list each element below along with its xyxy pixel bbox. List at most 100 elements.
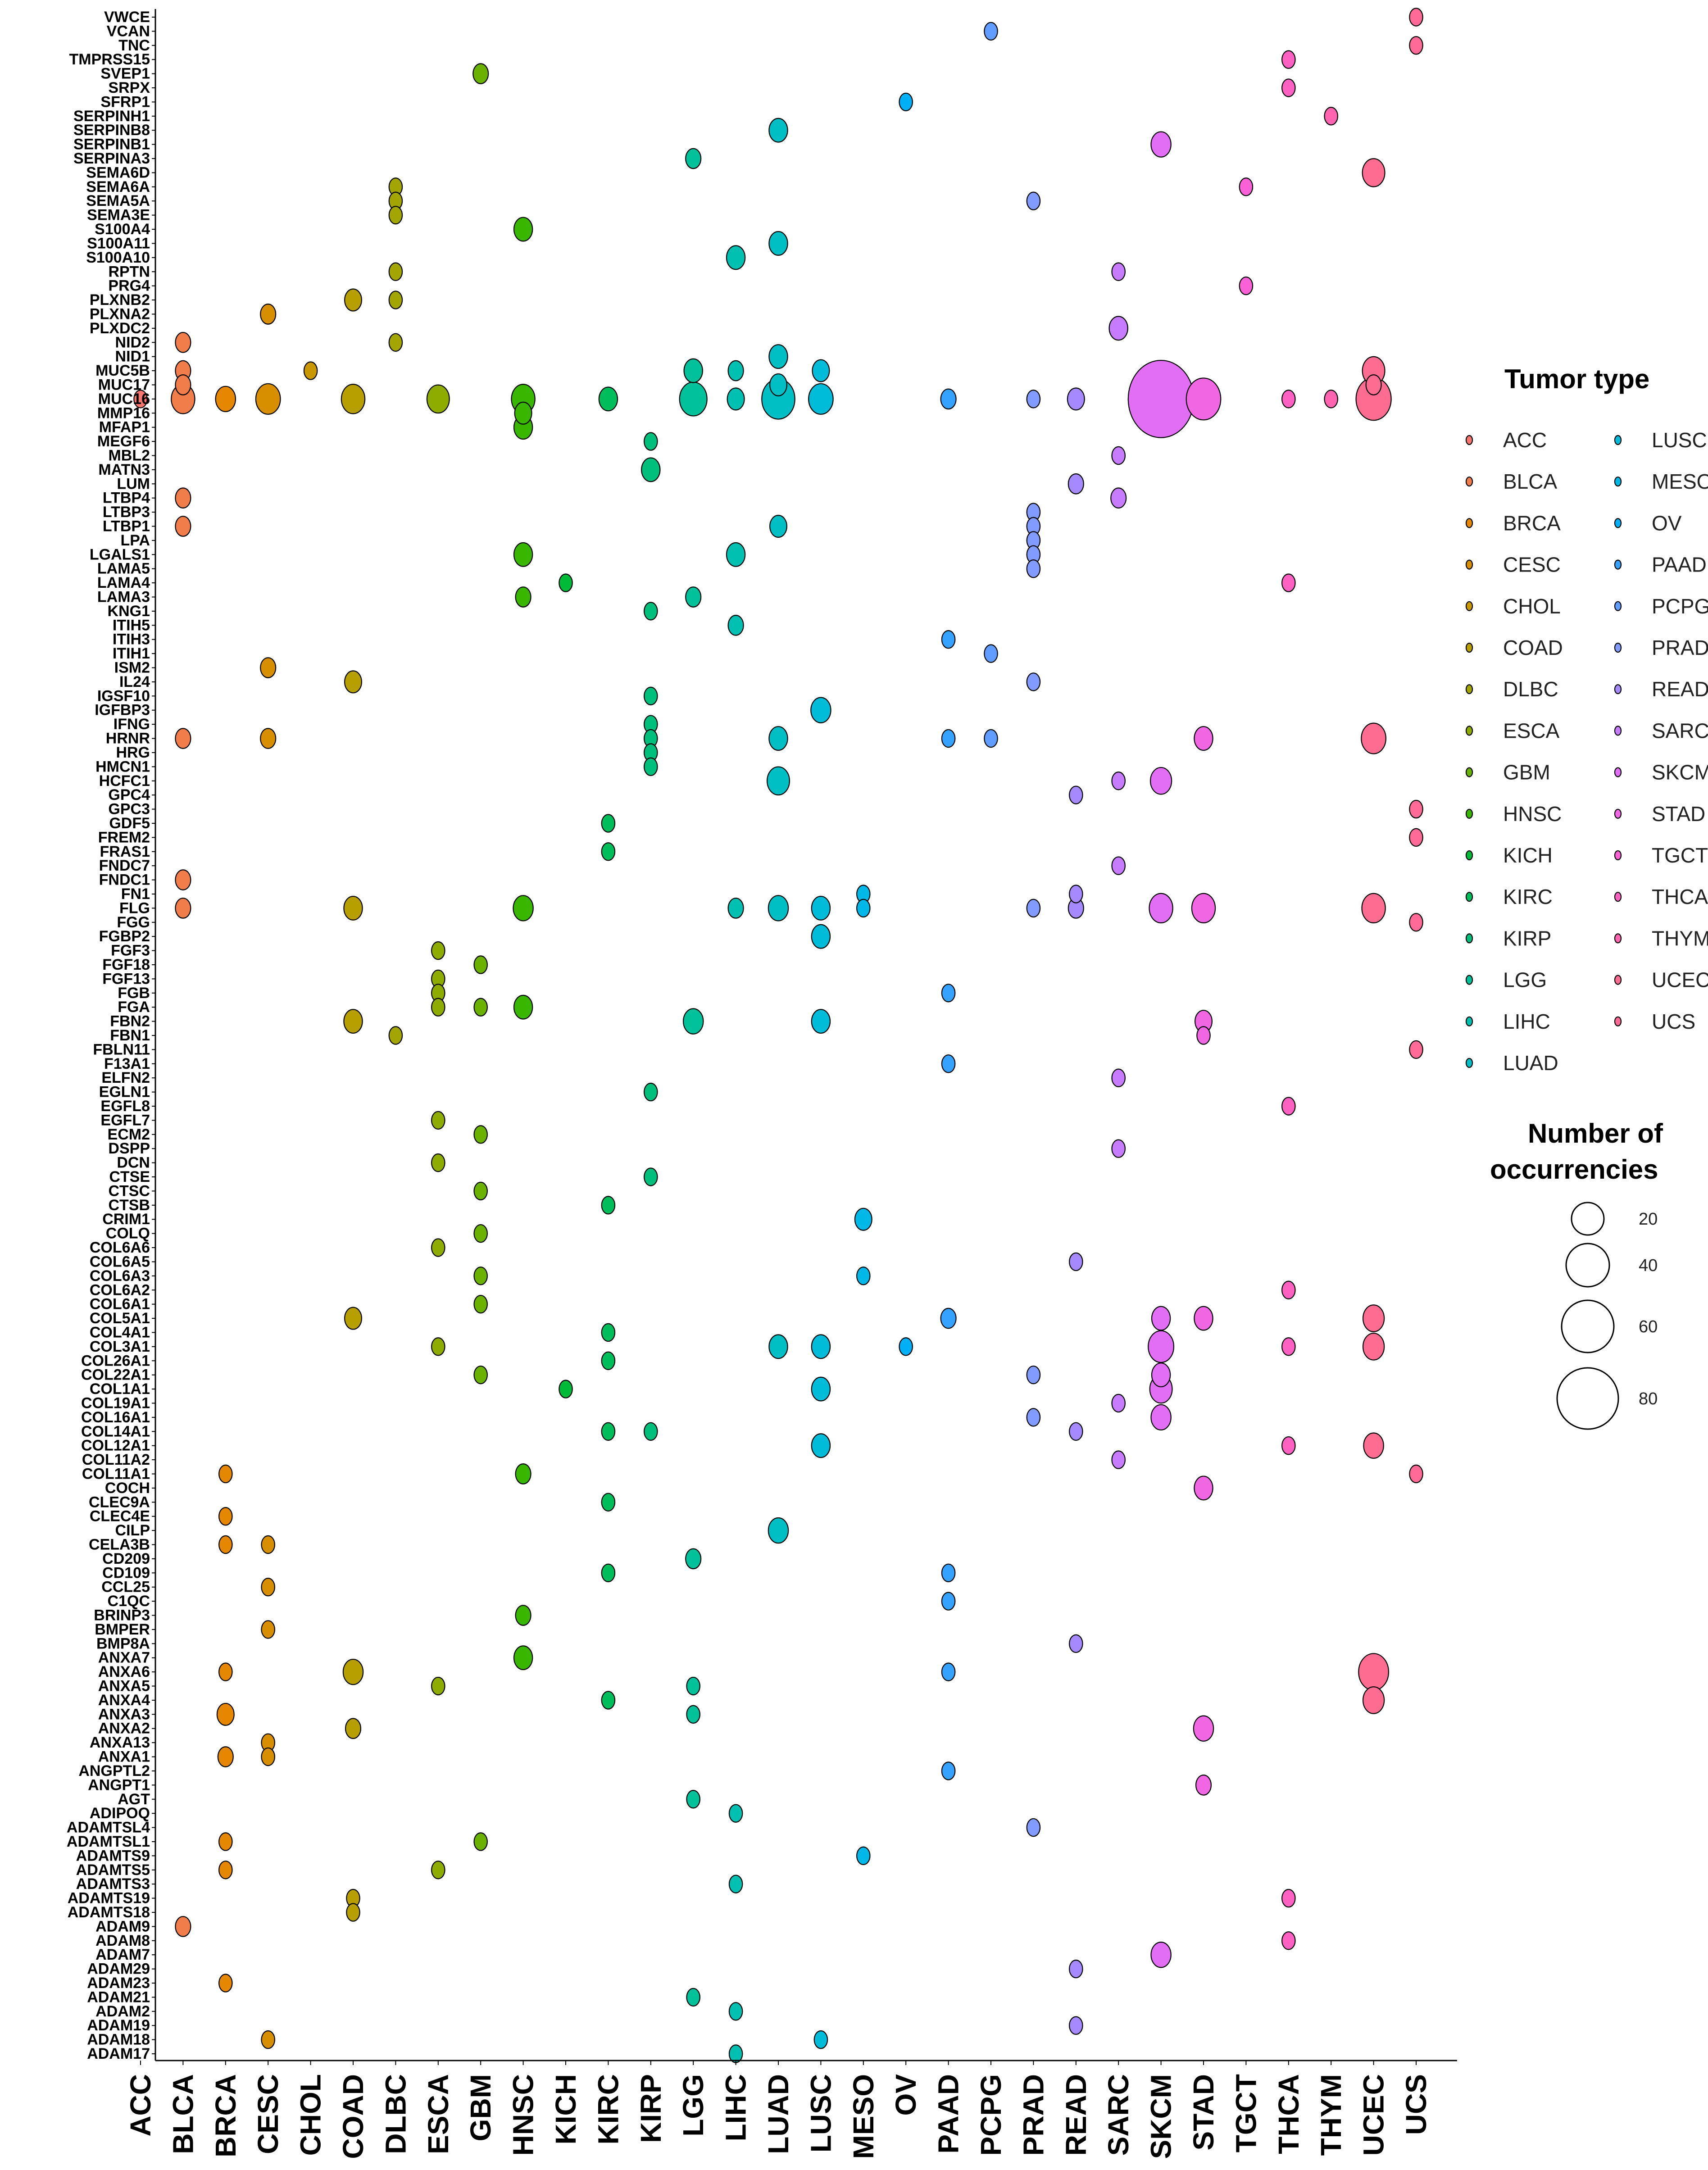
bubble-kirp-kng1 bbox=[644, 602, 658, 621]
bubble-paad-fgb bbox=[941, 984, 956, 1003]
y-tick-label-fgf13: FGF13 bbox=[102, 970, 150, 987]
bubble-acc-muc16 bbox=[133, 390, 148, 409]
y-tick-label-fbn1: FBN1 bbox=[110, 1027, 150, 1044]
color-legend-title: Tumor type bbox=[1504, 364, 1649, 394]
bubble-thca-adamts19 bbox=[1281, 1889, 1296, 1908]
bubble-sarc-plxdc2 bbox=[1108, 316, 1128, 341]
y-tick-label-dspp: DSPP bbox=[108, 1140, 150, 1157]
bubble-lusc-muc5b bbox=[812, 359, 830, 382]
x-tick-label-chol: CHOL bbox=[295, 2074, 327, 2156]
y-tick-label-muc5b: MUC5B bbox=[95, 362, 150, 379]
y-tick-label-il24: IL24 bbox=[119, 673, 150, 690]
y-tick-label-tmprss15: TMPRSS15 bbox=[69, 51, 150, 68]
bubble-thca-col6a2 bbox=[1281, 1280, 1296, 1299]
bubble-kirp-ctse bbox=[644, 1167, 658, 1186]
bubble-skcm-muc16 bbox=[1127, 359, 1195, 438]
bubble-thca-egfl8 bbox=[1281, 1097, 1296, 1116]
y-tick-label-itih3: ITIH3 bbox=[113, 631, 150, 648]
bubble-gbm-fga bbox=[473, 998, 488, 1017]
y-tick-label-rptn: RPTN bbox=[108, 263, 150, 280]
legend-key-kich bbox=[1465, 850, 1473, 861]
y-tick-label-plxna2: PLXNA2 bbox=[90, 305, 150, 322]
x-tick-label-paad: PAAD bbox=[932, 2074, 965, 2154]
y-tick-label-dcn: DCN bbox=[117, 1154, 150, 1171]
bubble-luad-ltbp1 bbox=[769, 514, 787, 538]
y-tick-label-adamts3: ADAMTS3 bbox=[76, 1875, 150, 1893]
x-tick-label-brca: BRCA bbox=[209, 2074, 242, 2157]
bubble-lusc-col1a1 bbox=[811, 1376, 831, 1402]
y-tick-label-srpx: SRPX bbox=[108, 79, 150, 96]
legend-label-thca: THCA bbox=[1652, 885, 1708, 908]
y-tick-label-fbln11: FBLN11 bbox=[93, 1041, 150, 1058]
y-tick-label-flg: FLG bbox=[119, 899, 150, 917]
bubble-kirc-ctsb bbox=[601, 1196, 616, 1215]
legend-label-read: READ bbox=[1652, 677, 1708, 701]
bubble-coad-il24 bbox=[344, 670, 362, 694]
bubble-prad-flg bbox=[1026, 899, 1041, 918]
bubble-gbm-ecm2 bbox=[473, 1125, 488, 1144]
y-tick-label-adamtsl4: ADAMTSL4 bbox=[67, 1819, 150, 1836]
bubble-brca-muc16 bbox=[215, 386, 236, 413]
bubble-thca-muc16 bbox=[1281, 390, 1296, 409]
bubble-hnsc-brinp3 bbox=[515, 1605, 531, 1626]
bubble-coad-flg bbox=[343, 895, 363, 921]
y-tick-label-hrg: HRG bbox=[116, 744, 150, 761]
y-tick-label-lama3: LAMA3 bbox=[97, 589, 150, 606]
bubble-brca-adamtsl1 bbox=[218, 1832, 233, 1851]
legend-key-chol bbox=[1465, 601, 1473, 611]
bubble-dlbc-rptn bbox=[388, 262, 403, 281]
bubble-sarc-ltbp4 bbox=[1110, 487, 1127, 508]
y-tick-label-igsf10: IGSF10 bbox=[97, 687, 150, 704]
y-tick-label-anxa4: ANXA4 bbox=[98, 1692, 150, 1709]
y-tick-label-adam18: ADAM18 bbox=[87, 2031, 150, 2048]
y-tick-label-cela3b: CELA3B bbox=[89, 1536, 150, 1553]
bubble-esca-muc16 bbox=[426, 384, 450, 414]
bubble-kirc-muc16 bbox=[598, 386, 618, 412]
bubble-brca-anxa3 bbox=[216, 1702, 235, 1726]
y-tick-label-col6a3: COL6A3 bbox=[90, 1267, 150, 1285]
bubble-kirc-clec9a bbox=[601, 1493, 616, 1512]
bubble-kirp-col14a1 bbox=[644, 1422, 658, 1441]
y-tick-label-fbn2: FBN2 bbox=[110, 1013, 150, 1030]
bubble-lihc-adipoq bbox=[728, 1804, 743, 1823]
x-tick-label-lusc: LUSC bbox=[804, 2074, 837, 2152]
bubble-kirp-hmcn1 bbox=[644, 757, 658, 776]
legend-key-esca bbox=[1465, 726, 1473, 736]
y-tick-label-col11a1: COL11A1 bbox=[82, 1465, 150, 1482]
legend-label-cesc: CESC bbox=[1503, 553, 1561, 577]
bubble-coad-plxnb2 bbox=[344, 288, 362, 312]
bubble-lusc-col12a1 bbox=[811, 1433, 831, 1458]
bubble-lgg-muc5b bbox=[683, 358, 703, 383]
bubble-read-adam19 bbox=[1069, 2016, 1083, 2035]
bubble-blca-hrnr bbox=[175, 728, 191, 749]
bubble-lgg-anxa3 bbox=[686, 1705, 700, 1724]
y-tick-label-vcan: VCAN bbox=[107, 23, 150, 40]
legend-label-tgct: TGCT bbox=[1652, 844, 1708, 867]
bubble-kirp-egln1 bbox=[644, 1082, 658, 1102]
bubble-meso-crim1 bbox=[854, 1208, 872, 1231]
bubble-lihc-lgals1 bbox=[726, 542, 746, 567]
bubble-luad-s100a11 bbox=[768, 231, 788, 256]
bubble-prad-sema5a bbox=[1026, 191, 1041, 210]
size-legend-circle-80 bbox=[1556, 1367, 1619, 1430]
bubble-kirc-anxa4 bbox=[601, 1691, 616, 1710]
size-legend-label-60: 60 bbox=[1639, 1317, 1658, 1336]
size-legend-label-80: 80 bbox=[1639, 1389, 1658, 1408]
bubble-ucec-hrnr bbox=[1361, 722, 1386, 754]
legend-key-lihc bbox=[1465, 1016, 1473, 1026]
bubble-dlbc-plxnb2 bbox=[388, 291, 403, 309]
y-tick-label-anxa2: ANXA2 bbox=[98, 1720, 150, 1737]
bubble-tgct-prg4 bbox=[1239, 276, 1254, 295]
bubble-hnsc-lgals1 bbox=[513, 542, 533, 567]
bubble-esca-fga bbox=[431, 998, 445, 1017]
y-tick-label-hcfc1: HCFC1 bbox=[99, 772, 150, 790]
y-tick-label-serpinh1: SERPINH1 bbox=[73, 108, 150, 125]
bubble-thca-col3a1 bbox=[1281, 1337, 1296, 1356]
y-tick-label-adamts18: ADAMTS18 bbox=[68, 1904, 150, 1921]
bubble-dlbc-fbn1 bbox=[388, 1026, 403, 1045]
bubble-luad-serpinb8 bbox=[768, 118, 788, 143]
bubble-blca-nid2 bbox=[175, 331, 191, 353]
y-tick-label-nid1: NID1 bbox=[115, 348, 150, 365]
y-tick-label-anxa3: ANXA3 bbox=[98, 1706, 150, 1723]
